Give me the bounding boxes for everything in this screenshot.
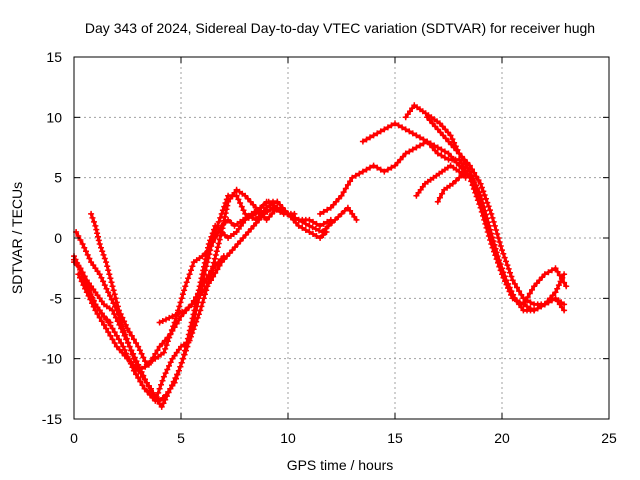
series-line-track-9: [361, 121, 566, 312]
series-points-track-11: [424, 114, 568, 314]
chart-title: Day 343 of 2024, Sidereal Day-to-day VTE…: [85, 20, 595, 36]
y-tick-label: -15: [42, 411, 62, 427]
y-tick-label: 5: [54, 170, 62, 186]
series-points-track-7: [156, 204, 298, 326]
series-line-track-8: [318, 140, 568, 306]
y-tick-label: 15: [46, 49, 62, 65]
x-tick-label: 5: [177, 430, 185, 446]
series-points-track-13: [434, 168, 469, 205]
grid-lines: [74, 57, 609, 419]
series-points-track-8: [317, 138, 570, 308]
x-tick-label: 15: [387, 430, 403, 446]
series-points-track-4: [88, 198, 281, 368]
x-tick-label: 0: [70, 430, 78, 446]
series-points-track-12: [413, 162, 469, 199]
series-points-track-10: [402, 102, 568, 314]
x-tick-label: 25: [601, 430, 617, 446]
y-tick-label: -10: [42, 351, 62, 367]
y-tick-label: 10: [46, 109, 62, 125]
series-line-track-11: [425, 115, 566, 312]
y-tick-label: -5: [50, 290, 63, 306]
x-axis-title: GPS time / hours: [287, 457, 394, 473]
data-series: [71, 102, 570, 410]
x-tick-label: 10: [280, 430, 296, 446]
y-tick-label: 0: [54, 230, 62, 246]
axis-ticks: 0 5 10 15 20 25 -15 -10 -5 0 5 10 15: [42, 49, 617, 446]
x-tick-label: 20: [494, 430, 510, 446]
series-line-track-6: [72, 258, 112, 324]
y-axis-title: SDTVAR / TECUs: [9, 182, 25, 294]
